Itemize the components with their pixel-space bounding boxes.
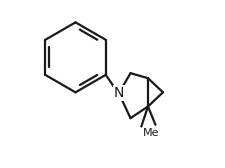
Text: Me: Me (142, 128, 159, 138)
Text: N: N (113, 86, 124, 100)
